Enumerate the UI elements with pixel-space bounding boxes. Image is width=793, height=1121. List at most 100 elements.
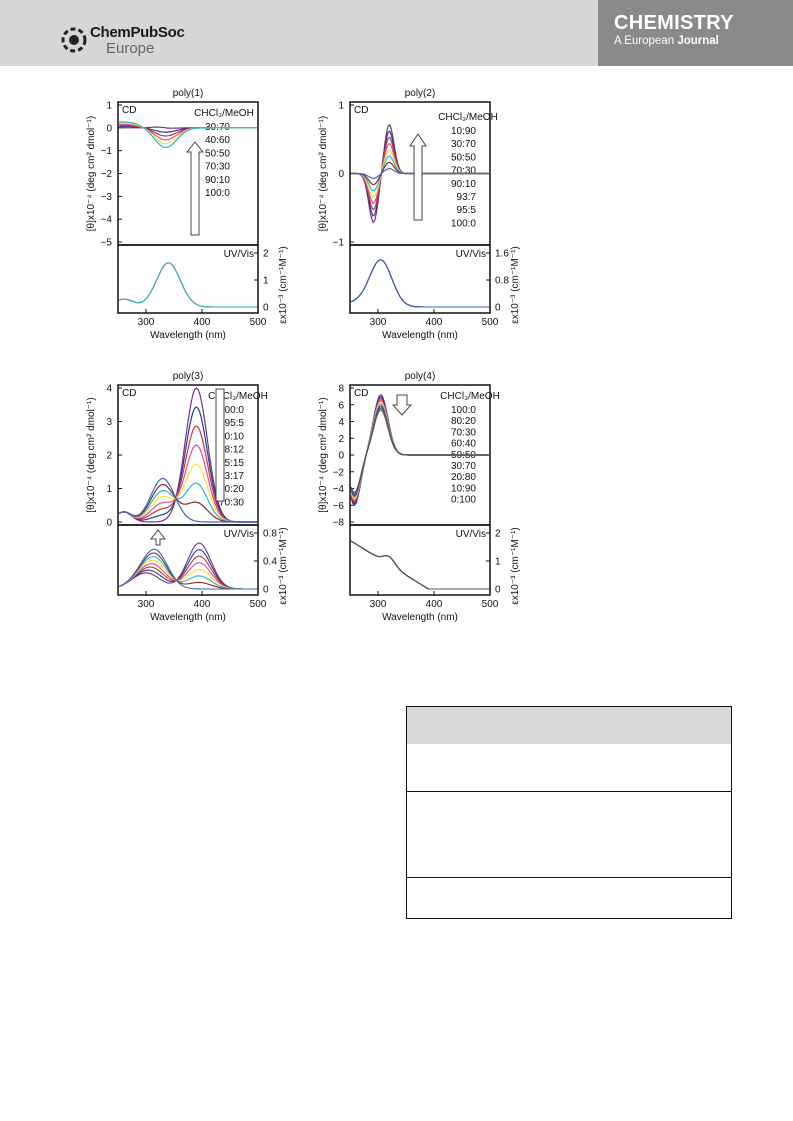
uv-tick-label: 0.8 bbox=[263, 529, 277, 540]
x-axis-label: Wavelength (nm) bbox=[382, 330, 458, 341]
uv-series-line bbox=[350, 540, 489, 590]
uv-series-line bbox=[350, 259, 489, 308]
cd-tick-label: −8 bbox=[333, 518, 345, 529]
x-tick-label: 500 bbox=[250, 317, 267, 328]
content-box-divider bbox=[407, 877, 731, 878]
x-tick-label: 300 bbox=[138, 599, 155, 610]
uv-plot-frame bbox=[349, 244, 491, 314]
trend-arrow-icon bbox=[215, 388, 225, 502]
cd-tick-label: −6 bbox=[333, 501, 345, 512]
publisher-logo: ChemPubSoc Europe bbox=[60, 22, 230, 58]
cd-tick-label: −1 bbox=[101, 146, 113, 157]
legend-entry: 95:5 bbox=[225, 418, 245, 429]
legend-entry: 30:70 bbox=[451, 461, 476, 472]
cd-tick-label: 0 bbox=[106, 123, 112, 134]
legend-entry: 40:60 bbox=[205, 135, 230, 146]
legend-header: CHCl₃/MeOH bbox=[208, 391, 268, 402]
x-tick-label: 500 bbox=[250, 599, 267, 610]
cd-tick-label: 0 bbox=[338, 169, 344, 180]
x-tick-label: 300 bbox=[370, 599, 387, 610]
legend-header: CHCl₃/MeOH bbox=[194, 108, 254, 119]
legend-entry: 70:30 bbox=[451, 166, 476, 177]
x-axis-label: Wavelength (nm) bbox=[150, 612, 226, 623]
uv-tick-label: 1 bbox=[263, 276, 269, 287]
legend-entry: 0:100 bbox=[451, 495, 476, 506]
legend-entry: 60:40 bbox=[451, 439, 476, 450]
legend-entry: 70:30 bbox=[219, 497, 244, 508]
logo-sub: Europe bbox=[106, 40, 155, 57]
uv-series-line bbox=[350, 259, 489, 308]
x-tick-label: 400 bbox=[426, 599, 443, 610]
uv-series-line bbox=[118, 262, 257, 308]
panel-title: poly(1) bbox=[173, 88, 204, 99]
uv-plot-frame bbox=[117, 244, 259, 314]
legend-entry: 80:20 bbox=[451, 416, 476, 427]
cd-plot-frame bbox=[117, 101, 259, 246]
uv-series-line bbox=[350, 540, 489, 590]
journal-subtitle: A European Journal bbox=[614, 35, 719, 47]
legend-entry: 88:12 bbox=[219, 445, 244, 456]
legend-entry: 50:50 bbox=[451, 152, 476, 163]
legend-entry: 50:50 bbox=[205, 148, 230, 159]
uv-series-line bbox=[350, 259, 489, 308]
cd-axis-label: [θ]x10⁻⁴ (deg cm² dmol⁻¹) bbox=[318, 116, 329, 231]
legend-entry: 70:30 bbox=[205, 162, 230, 173]
x-axis-label: Wavelength (nm) bbox=[382, 612, 458, 623]
panel-title: poly(3) bbox=[173, 371, 204, 382]
uv-series-line bbox=[118, 262, 257, 308]
legend-entry: 80:20 bbox=[219, 484, 244, 495]
uv-label: UV/Vis bbox=[456, 249, 486, 260]
uv-tick-label: 0 bbox=[263, 585, 269, 596]
uv-series-line bbox=[350, 540, 489, 590]
legend-entry: 100:0 bbox=[451, 218, 476, 229]
cd-tick-label: 1 bbox=[106, 484, 112, 495]
x-tick-label: 400 bbox=[194, 599, 211, 610]
uv-series-line bbox=[350, 540, 489, 590]
uv-arrow-icon bbox=[149, 529, 167, 546]
legend-entry: 30:70 bbox=[451, 139, 476, 150]
cd-tick-label: −3 bbox=[101, 192, 113, 203]
panel-title: poly(4) bbox=[405, 371, 436, 382]
uv-tick-label: 2 bbox=[495, 529, 501, 540]
uv-axis-label: εx10⁻³ (cm⁻¹M⁻¹) bbox=[278, 246, 289, 324]
uv-series-line bbox=[350, 540, 489, 590]
legend-entry: 10:90 bbox=[451, 483, 476, 494]
content-box bbox=[406, 706, 732, 919]
cd-tick-label: 8 bbox=[338, 384, 344, 395]
cd-axis-label: [θ]x10⁻⁴ (deg cm² dmol⁻¹) bbox=[86, 397, 97, 512]
x-tick-label: 300 bbox=[370, 317, 387, 328]
x-axis-label: Wavelength (nm) bbox=[150, 330, 226, 341]
x-tick-label: 300 bbox=[138, 317, 155, 328]
uv-tick-label: 0 bbox=[495, 585, 501, 596]
uv-tick-label: 2 bbox=[263, 249, 269, 260]
uv-axis-label: εx10⁻³ (cm⁻¹M⁻¹) bbox=[510, 246, 521, 324]
uv-axis-label: εx10⁻³ (cm⁻¹M⁻¹) bbox=[510, 527, 521, 605]
cd-series-line bbox=[118, 477, 257, 523]
legend-entry: 83:17 bbox=[219, 471, 244, 482]
cd-label: CD bbox=[354, 388, 368, 399]
uv-series-line bbox=[350, 259, 489, 308]
cd-series-line bbox=[350, 409, 489, 494]
cd-tick-label: 0 bbox=[106, 518, 112, 529]
cd-tick-label: 2 bbox=[338, 434, 344, 445]
page-header: ChemPubSoc Europe CHEMISTRY A European J… bbox=[0, 0, 793, 66]
legend-entry: 20:80 bbox=[451, 472, 476, 483]
cd-label: CD bbox=[354, 105, 368, 116]
legend-entry: 85:15 bbox=[219, 458, 244, 469]
cd-tick-label: −2 bbox=[101, 169, 113, 180]
cd-tick-label: 4 bbox=[106, 384, 112, 395]
cd-tick-label: 0 bbox=[338, 451, 344, 462]
legend-entry: 70:30 bbox=[451, 427, 476, 438]
uv-label: UV/Vis bbox=[224, 249, 254, 260]
panel-title: poly(2) bbox=[405, 88, 436, 99]
uv-series-line bbox=[350, 540, 489, 590]
uv-series-line bbox=[118, 262, 257, 308]
cd-tick-label: −4 bbox=[333, 484, 345, 495]
cd-tick-label: 6 bbox=[338, 400, 344, 411]
legend-entry: 100:0 bbox=[219, 405, 244, 416]
uv-tick-label: 0.8 bbox=[495, 276, 509, 287]
legend-entry: 93:7 bbox=[457, 192, 477, 203]
uv-series-line bbox=[118, 262, 257, 308]
uv-axis-label: εx10⁻³ (cm⁻¹M⁻¹) bbox=[278, 527, 289, 605]
cd-tick-label: −1 bbox=[333, 238, 345, 249]
